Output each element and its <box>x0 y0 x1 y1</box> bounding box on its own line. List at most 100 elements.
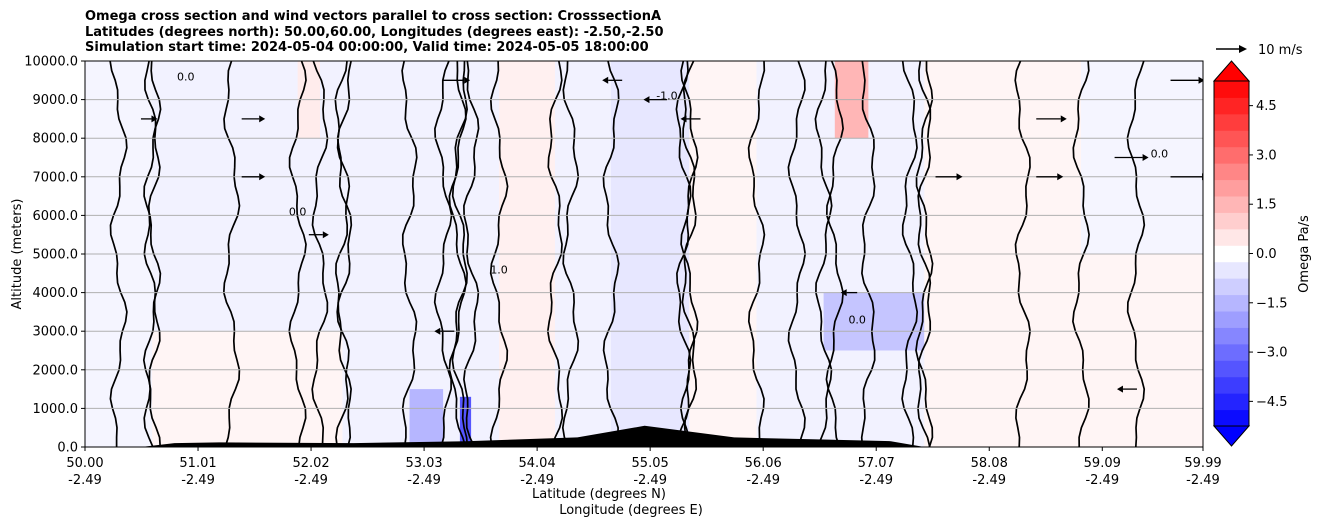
wind-vector-head-11 <box>1142 154 1149 161</box>
colorbar-segment <box>1214 278 1249 296</box>
contour-label-1: 0.0 <box>289 205 307 218</box>
omega-region-3 <box>409 389 444 447</box>
contour-label-4: 0.0 <box>848 313 866 326</box>
wind-vector-head-4 <box>464 76 471 84</box>
y-tick-label-9: 9000.0 <box>33 93 79 108</box>
colorbar-segment <box>1214 327 1249 345</box>
x-tick-label-lat-1: 51.01 <box>179 456 216 471</box>
colorbar-segment <box>1214 360 1249 378</box>
colorbar-label: Omega Pa/s <box>1297 215 1312 293</box>
x-tick-label-lat-6: 56.06 <box>745 456 782 471</box>
x-tick-label-lon-0: -2.49 <box>68 473 102 488</box>
x-tick-label-lat-9: 59.09 <box>1084 456 1121 471</box>
colorbar-tick-label-6: −4.5 <box>1256 395 1288 410</box>
terrain-profile <box>140 425 925 447</box>
wind-vector-head-1 <box>259 173 266 181</box>
y-tick-label-4: 4000.0 <box>33 286 79 301</box>
colorbar-segment <box>1214 343 1249 361</box>
y-axis-label: Altitude (meters) <box>10 199 25 310</box>
x-tick-label-lon-4: -2.49 <box>520 473 554 488</box>
wind-vector-head-14 <box>434 327 441 335</box>
colorbar-segment <box>1214 97 1249 115</box>
x-tick-label-lat-5: 55.05 <box>632 456 669 471</box>
x-tick-label-lat-7: 57.07 <box>858 456 895 471</box>
colorbar-tick-label-2: 1.5 <box>1256 198 1277 213</box>
x-tick-label-lon-6: -2.49 <box>746 473 780 488</box>
x-tick-label-lon-7: -2.49 <box>859 473 893 488</box>
vector-key-label: 10 m/s <box>1258 43 1303 58</box>
title-line-1: Omega cross section and wind vectors par… <box>85 9 662 24</box>
wind-vector-head-13 <box>1198 76 1203 84</box>
colorbar-segment <box>1214 245 1249 263</box>
colorbar-segment <box>1214 294 1249 312</box>
x-tick-label-lon-1: -2.49 <box>181 473 215 488</box>
y-tick-label-10: 10000.0 <box>24 55 78 70</box>
x-tick-label-lat-10: 59.99 <box>1184 456 1221 471</box>
y-tick-label-3: 3000.0 <box>33 325 79 340</box>
y-tick-label-8: 8000.0 <box>33 132 79 147</box>
y-tick-label-0: 0.0 <box>57 441 78 456</box>
colorbar-tick-label-3: 0.0 <box>1256 247 1277 262</box>
x-tick-label-lon-10: -2.49 <box>1186 473 1220 488</box>
y-tick-label-5: 5000.0 <box>33 248 79 263</box>
title-line-2: Latitudes (degrees north): 50.00,60.00, … <box>85 24 664 40</box>
omega-region-9 <box>823 292 925 351</box>
colorbar-extend-max <box>1212 60 1251 82</box>
x-tick-label-lon-3: -2.49 <box>407 473 441 488</box>
wind-vector-head-9 <box>1057 173 1064 181</box>
colorbar-segment <box>1214 179 1249 197</box>
y-tick-label-2: 2000.0 <box>33 363 79 378</box>
colorbar-segment <box>1214 311 1249 328</box>
wind-vector-head-6 <box>643 96 650 104</box>
wind-vector-head-5 <box>602 76 609 84</box>
colorbar-segment <box>1214 130 1249 148</box>
colorbar-segment <box>1214 376 1249 394</box>
wind-vector-head-15 <box>840 289 847 297</box>
colorbar-segment <box>1214 163 1249 181</box>
omega-region-1 <box>152 331 343 447</box>
x-tick-label-lon-9: -2.49 <box>1085 473 1119 488</box>
omega-region-4 <box>459 396 472 447</box>
x-tick-label-lat-3: 53.03 <box>405 456 442 471</box>
x-tick-label-lat-8: 58.08 <box>971 456 1008 471</box>
x-axis-label-latitude: Latitude (degrees N) <box>532 487 666 502</box>
x-tick-label-lat-4: 54.04 <box>519 456 556 471</box>
colorbar-tick-label-1: 3.0 <box>1256 148 1277 163</box>
x-tick-label-lon-8: -2.49 <box>972 473 1006 488</box>
title-line-3: Simulation start time: 2024-05-04 00:00:… <box>85 40 649 55</box>
colorbar-tick-label-0: 4.5 <box>1256 99 1277 114</box>
colorbar-segment <box>1214 81 1249 98</box>
colorbar-segment <box>1214 196 1249 213</box>
contour-label-3: -1.0 <box>656 90 677 103</box>
colorbar-extend-min <box>1212 425 1251 447</box>
x-tick-label-lon-2: -2.49 <box>294 473 328 488</box>
colorbar-segment <box>1214 261 1249 279</box>
x-axis-label-longitude: Longitude (degrees E) <box>559 503 703 518</box>
vector-key-arrow-head <box>1239 45 1247 53</box>
y-tick-label-6: 6000.0 <box>33 209 79 224</box>
x-tick-label-lat-0: 50.00 <box>66 456 103 471</box>
colorbar-tick-label-5: −3.0 <box>1256 346 1288 361</box>
y-tick-label-7: 7000.0 <box>33 170 79 185</box>
x-tick-label-lat-2: 52.02 <box>292 456 329 471</box>
wind-vector-head-8 <box>956 173 963 181</box>
wind-vector-head-16 <box>1116 385 1123 393</box>
colorbar-segment <box>1214 393 1249 411</box>
colorbar-tick-label-4: −1.5 <box>1256 296 1288 311</box>
contour-label-0: 0.0 <box>177 70 195 83</box>
colorbar-segment <box>1214 409 1249 427</box>
colorbar-segment <box>1214 113 1249 131</box>
wind-vector-head-0 <box>151 115 158 123</box>
wind-vector-head-10 <box>1060 115 1067 123</box>
colorbar-segment <box>1214 146 1249 164</box>
wind-vector-head-3 <box>322 231 329 239</box>
contour-label-2: 1.0 <box>490 263 508 276</box>
wind-vector-head-2 <box>259 115 266 123</box>
wind-vector-head-7 <box>680 115 687 123</box>
contour-label-5: 0.0 <box>1151 148 1169 161</box>
colorbar-segment <box>1214 228 1249 246</box>
colorbar-segment <box>1214 212 1249 230</box>
x-tick-label-lon-5: -2.49 <box>633 473 667 488</box>
chart-title: Omega cross section and wind vectors par… <box>85 9 664 56</box>
